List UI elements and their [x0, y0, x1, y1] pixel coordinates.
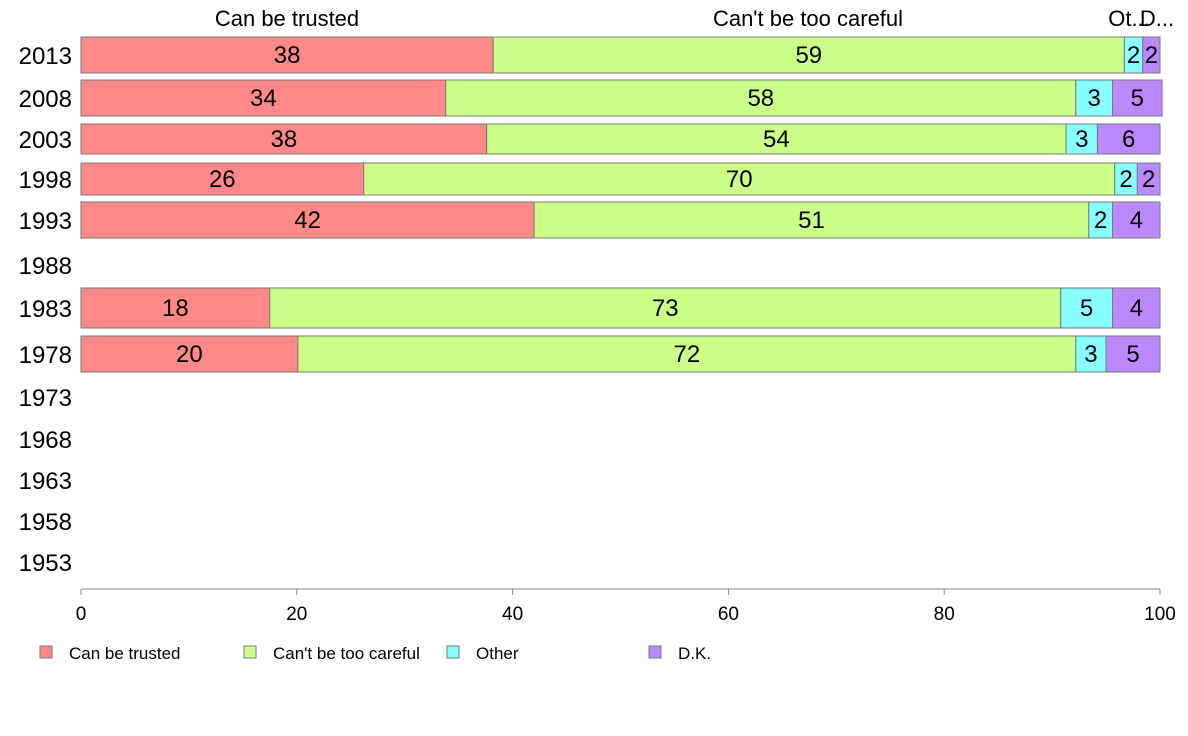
data-label-2013-1: 59 — [795, 42, 822, 69]
row-label-1973: 1973 — [19, 385, 72, 412]
bar-segment-1978-2 — [1075, 335, 1107, 373]
data-label-1993-3: 4 — [1130, 207, 1143, 234]
row-label-1983: 1983 — [19, 296, 72, 323]
data-label-1993-2: 2 — [1094, 207, 1107, 234]
bar-segment-1978-1 — [297, 335, 1077, 373]
bar-segment-1998-0 — [80, 162, 365, 196]
column-header-1: Can't be too careful — [713, 6, 903, 31]
data-label-1993-1: 51 — [798, 207, 825, 234]
row-label-1988: 1988 — [19, 253, 72, 280]
data-label-2003-2: 3 — [1075, 126, 1088, 153]
bar-segment-1978-0 — [80, 335, 299, 373]
row-label-1978: 1978 — [19, 342, 72, 369]
bar-segment-1978-3 — [1105, 335, 1161, 373]
column-header-0: Can be trusted — [215, 6, 359, 31]
data-label-2008-2: 3 — [1088, 85, 1101, 112]
legend-swatch-2 — [446, 645, 460, 659]
row-label-1998: 1998 — [19, 167, 72, 194]
x-tick-label-20: 20 — [286, 604, 307, 625]
row-label-1968: 1968 — [19, 427, 72, 454]
bar-segment-1993-0 — [80, 201, 535, 239]
row-label-2003: 2003 — [19, 127, 72, 154]
data-label-1983-2: 5 — [1080, 295, 1093, 322]
x-tick-label-60: 60 — [718, 604, 739, 625]
row-label-2008: 2008 — [19, 86, 72, 113]
data-label-1978-3: 5 — [1126, 341, 1139, 368]
row-labels: 2013 2008 2003 1998 1993 1988 1983 1978 1973 1968… — [19, 43, 72, 577]
legend-item-2: Other — [446, 644, 519, 663]
bar-segment-1983-3 — [1112, 287, 1161, 329]
legend-label-0: Can be trusted — [69, 644, 181, 663]
data-label-2008-1: 58 — [747, 85, 774, 112]
bar-segment-2008-0 — [80, 79, 447, 117]
bar-segment-2003-2 — [1065, 123, 1098, 155]
row-label-1963: 1963 — [19, 468, 72, 495]
data-label-2003-3: 6 — [1122, 126, 1135, 153]
bar-segment-1998-3 — [1136, 162, 1161, 196]
legend-swatch-0 — [39, 645, 53, 659]
column-headers: Can be trusted Can't be too careful Ot...D… — [215, 6, 1174, 31]
legend-item-1: Can't be too careful — [243, 644, 420, 663]
x-tick-label-100: 100 — [1144, 604, 1176, 625]
column-header-2: Ot... — [1108, 6, 1150, 31]
bar-segment-2008-1 — [445, 79, 1077, 117]
bar-segment-2003-1 — [486, 123, 1067, 155]
row-label-1958: 1958 — [19, 509, 72, 536]
data-label-1998-1: 70 — [726, 166, 753, 193]
legend-label-3: D.K. — [678, 644, 711, 663]
legend-label-1: Can't be too careful — [273, 644, 420, 663]
data-label-1998-3: 2 — [1142, 166, 1155, 193]
row-label-1993: 1993 — [19, 208, 72, 235]
bar-segment-1993-3 — [1112, 201, 1161, 239]
bar-segment-1983-0 — [80, 287, 271, 329]
bar-segment-2013-1 — [492, 36, 1125, 74]
data-label-2008-3: 5 — [1131, 85, 1144, 112]
bar-segment-2003-3 — [1096, 123, 1161, 155]
data-label-1983-1: 73 — [652, 295, 679, 322]
data-label-2003-1: 54 — [763, 126, 790, 153]
legend-swatch-1 — [243, 645, 257, 659]
bar-segment-2008-3 — [1112, 79, 1163, 117]
row-label-2013: 2013 — [19, 43, 72, 70]
data-label-1993-0: 42 — [294, 207, 321, 234]
x-tick-label-80: 80 — [934, 604, 955, 625]
data-label-2013-3: 2 — [1145, 42, 1158, 69]
data-label-1983-0: 18 — [162, 295, 189, 322]
x-axis: 0 20 40 60 80 100 — [76, 588, 1176, 625]
bar-segment-2013-3 — [1142, 36, 1161, 74]
bar-segment-2013-0 — [80, 36, 494, 74]
legend-item-3: D.K. — [648, 644, 711, 663]
x-tick-label-0: 0 — [76, 604, 87, 625]
bar-segment-1983-2 — [1060, 287, 1113, 329]
data-label-1978-0: 20 — [176, 341, 203, 368]
data-label-2008-0: 34 — [250, 85, 277, 112]
legend: Can be trusted Can't be too careful Other D… — [39, 644, 711, 663]
data-label-2003-0: 38 — [271, 126, 298, 153]
bars: 38 59 2 234 58 3 538 54 3 626 70 2 242 51 2 418 73 5 420 72… — [80, 36, 1163, 373]
bar-segment-2003-0 — [80, 123, 488, 155]
data-label-1978-1: 72 — [674, 341, 701, 368]
legend-swatch-3 — [648, 645, 662, 659]
data-label-1978-2: 3 — [1084, 341, 1097, 368]
data-label-2013-2: 2 — [1127, 42, 1140, 69]
column-header-3: D... — [1140, 6, 1174, 31]
bar-segment-2008-2 — [1075, 79, 1114, 117]
bar-segment-1993-1 — [533, 201, 1090, 239]
bar-segment-1983-1 — [269, 287, 1062, 329]
row-label-1953: 1953 — [19, 550, 72, 577]
x-tick-label-40: 40 — [502, 604, 523, 625]
data-label-1998-2: 2 — [1119, 166, 1132, 193]
data-label-1983-3: 4 — [1130, 295, 1143, 322]
data-label-1998-0: 26 — [209, 166, 236, 193]
legend-item-0: Can be trusted — [39, 644, 181, 663]
data-label-2013-0: 38 — [274, 42, 301, 69]
legend-label-2: Other — [476, 644, 519, 663]
